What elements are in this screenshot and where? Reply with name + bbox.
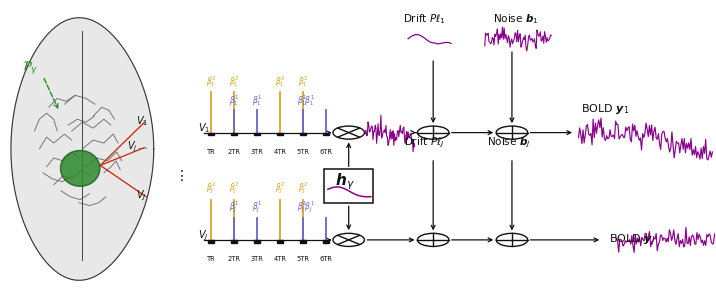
Text: 4TR: 4TR [274,256,286,262]
Text: 5TR: 5TR [296,256,309,262]
Bar [323,240,329,243]
Bar [254,240,260,243]
Bar [277,133,283,135]
Text: TR: TR [207,149,216,155]
Text: 2TR: 2TR [228,149,241,155]
Bar [300,133,306,135]
Text: $\beta_1^2$: $\beta_1^2$ [275,74,285,89]
Text: Drift $P\ell_J$: Drift $P\ell_J$ [405,136,445,150]
Text: $V_J$: $V_J$ [136,189,147,203]
Polygon shape [11,18,154,280]
Text: $V_1$: $V_1$ [136,114,148,128]
Text: $V_j\,\ldots$: $V_j\,\ldots$ [127,139,148,154]
Bar [300,240,306,243]
Text: $\beta_J^1$: $\beta_J^1$ [229,200,239,215]
Text: $\beta_J^2$: $\beta_J^2$ [206,181,216,196]
Text: $\beta_J^2$: $\beta_J^2$ [298,181,308,196]
Text: 5TR: 5TR [296,149,309,155]
Text: 3TR: 3TR [251,256,263,262]
Bar [323,133,329,135]
Bar [231,133,237,135]
Text: $\beta_J^1$: $\beta_J^1$ [252,200,262,215]
Text: $\beta_J^2$: $\beta_J^2$ [275,181,285,196]
Text: $\beta_J^2$: $\beta_J^2$ [229,181,239,196]
Text: BOLD $\boldsymbol{y}_J$: BOLD $\boldsymbol{y}_J$ [609,232,655,249]
Text: $\mathcal{P}_\gamma$: $\mathcal{P}_\gamma$ [22,58,38,76]
Text: $\beta_J^1\!\beta_J^1$: $\beta_J^1\!\beta_J^1$ [297,200,316,215]
Text: $\beta_1^1$: $\beta_1^1$ [252,93,262,108]
Text: $\beta_1^1$: $\beta_1^1$ [229,93,239,108]
Bar [208,240,214,243]
Text: Noise $\boldsymbol{b}_1$: Noise $\boldsymbol{b}_1$ [493,13,538,26]
Ellipse shape [61,150,100,186]
Bar [324,169,373,204]
Text: 6TR: 6TR [319,256,332,262]
Text: $\boldsymbol{h}_\gamma$: $\boldsymbol{h}_\gamma$ [335,171,355,192]
Text: 4TR: 4TR [274,149,286,155]
Text: TR: TR [207,256,216,262]
Text: $V_1$: $V_1$ [198,121,211,135]
Text: $\beta_1^2$: $\beta_1^2$ [298,74,308,89]
Text: $\beta_1^1\!\beta_1^1$: $\beta_1^1\!\beta_1^1$ [297,93,316,108]
Bar [208,133,214,135]
Text: 6TR: 6TR [319,149,332,155]
Text: $\beta_1^2$: $\beta_1^2$ [229,74,239,89]
Text: $\beta_1^2$: $\beta_1^2$ [206,74,216,89]
Text: $\vdots$: $\vdots$ [174,168,184,183]
Text: $V_J$: $V_J$ [198,229,209,243]
Text: Noise $\boldsymbol{b}_J$: Noise $\boldsymbol{b}_J$ [487,136,530,150]
Text: BOLD $\boldsymbol{y}_1$: BOLD $\boldsymbol{y}_1$ [581,102,629,116]
Text: 3TR: 3TR [251,149,263,155]
Bar [277,240,283,243]
Bar [254,133,260,135]
Text: Drift $P\ell_1$: Drift $P\ell_1$ [403,13,446,26]
Text: 2TR: 2TR [228,256,241,262]
Bar [231,240,237,243]
